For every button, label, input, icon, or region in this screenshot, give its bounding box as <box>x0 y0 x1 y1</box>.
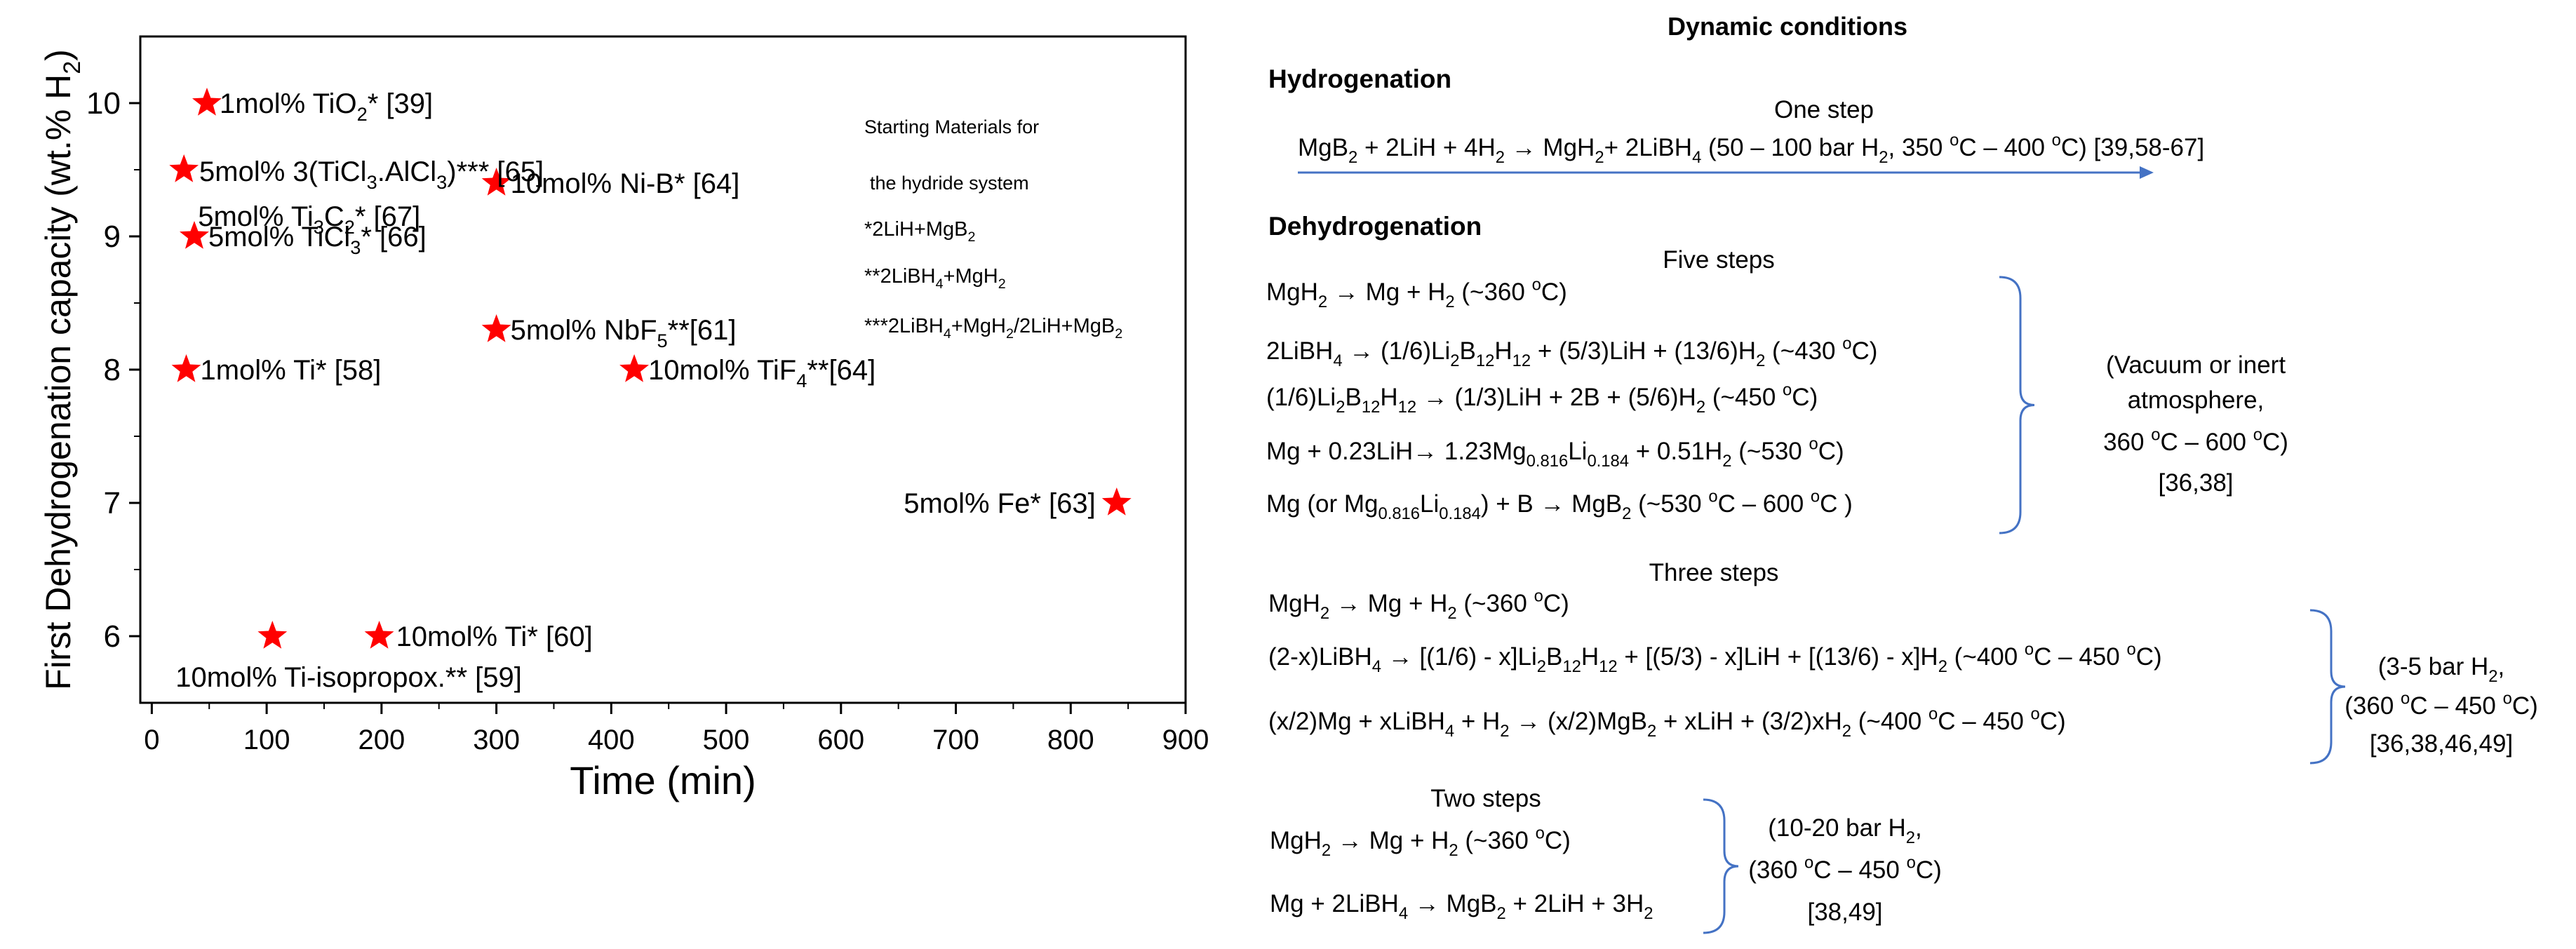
data-point-label: 1mol% TiO2* [39] <box>220 88 433 125</box>
x-tick-label: 100 <box>243 725 290 755</box>
reaction-line: Mg (or Mg0.816Li0.184) + B → MgB2 (~530 … <box>1266 487 1853 523</box>
curly-brace <box>1703 798 1739 934</box>
y-tick-label: 8 <box>104 353 121 387</box>
x-tick-label: 200 <box>358 725 405 755</box>
reaction-line: (x/2)Mg + xLiBH4 + H2 → (x/2)MgB2 + xLiH… <box>1268 704 2066 741</box>
data-point-star <box>257 621 288 649</box>
data-point-label: 10mol% Ni-B* [64] <box>511 168 740 199</box>
condition-line: [36,38] <box>2158 469 2233 497</box>
data-point-label: 5mol% Fe* [63] <box>904 488 1095 519</box>
data-point-star <box>481 168 511 196</box>
x-axis-title: Time (min) <box>570 758 756 802</box>
x-tick-label: 300 <box>473 725 520 755</box>
x-tick-label: 700 <box>932 725 979 755</box>
legend-title-line2: the hydride system <box>870 173 1029 194</box>
data-point-star <box>192 88 222 116</box>
data-point-star <box>364 621 394 649</box>
hydrogenation-heading: Hydrogenation <box>1268 65 1451 93</box>
y-axis-title: First Dehydrogenation capacity (wt.% H2) <box>39 49 86 690</box>
data-point-label: 5mol% TiCl3* [66] <box>208 222 427 258</box>
reaction-line: 2LiBH4 → (1/6)Li2B12H12 + (5/3)LiH + (13… <box>1266 334 1877 370</box>
dehydrogenation-heading: Dehydrogenation <box>1268 212 1482 241</box>
condition-line: 360 oC – 600 oC) <box>2103 425 2288 456</box>
legend-entry: ***2LiBH4+MgH2/2LiH+MgB2 <box>864 315 1122 342</box>
legend-entry: **2LiBH4+MgH2 <box>864 265 1006 292</box>
y-tick-label: 10 <box>86 86 121 121</box>
step-group-label: Three steps <box>1649 559 1779 586</box>
reaction-line: (2-x)LiBH4 → [(1/6) - x]Li2B12H12 + [(5/… <box>1268 640 2162 676</box>
legend-entry: *2LiH+MgB2 <box>864 218 975 245</box>
condition-line: (360 oC – 450 oC) <box>1748 853 1942 884</box>
condition-line: (10-20 bar H2, <box>1768 814 1921 847</box>
x-tick-label: 400 <box>588 725 635 755</box>
data-point-star <box>169 154 199 182</box>
data-point-label: 5mol% Ti3C2* [67] <box>198 201 420 238</box>
data-point-star <box>481 314 511 342</box>
y-tick-label: 7 <box>104 486 121 520</box>
y-tick-label: 9 <box>104 220 121 254</box>
y-tick-label: 6 <box>104 619 121 654</box>
reaction-line: Mg + 0.23LiH→ 1.23Mg0.816Li0.184 + 0.51H… <box>1266 434 1844 471</box>
y-axis-title-group: First Dehydrogenation capacity (wt.% H2) <box>39 49 86 690</box>
x-tick-label: 500 <box>703 725 750 755</box>
data-point-label: 1mol% Ti* [58] <box>200 355 381 386</box>
data-point-star <box>171 354 201 382</box>
data-point-label: 10mol% TiF4**[64] <box>648 355 876 391</box>
condition-line: (3-5 bar H2, <box>2378 653 2505 686</box>
scheme-title: Dynamic conditions <box>1668 12 1907 41</box>
data-point-label: 5mol% NbF5**[61] <box>511 315 737 351</box>
x-tick-label: 900 <box>1162 725 1209 755</box>
data-point-star <box>1101 487 1132 516</box>
reaction-line: MgH2 → Mg + H2 (~360 oC) <box>1270 823 1571 860</box>
step-group-label: Five steps <box>1663 246 1775 274</box>
curly-brace <box>2309 609 2346 765</box>
step-group-label: Two steps <box>1430 785 1541 812</box>
data-point-label: 5mol% 3(TiCl3.AlCl3)*** [65] <box>199 156 544 193</box>
hydrogenation-step-label: One step <box>1774 96 1874 123</box>
condition-line: [38,49] <box>1807 898 1882 926</box>
condition-line: (360 oC – 450 oC) <box>2344 689 2538 720</box>
curly-brace <box>1999 276 2035 534</box>
data-point-star <box>180 221 209 249</box>
reaction-line: MgH2 → Mg + H2 (~360 oC) <box>1268 586 1569 623</box>
arrow-head-icon <box>2140 166 2154 179</box>
data-point-label: 10mol% Ti-isopropox.** [59] <box>175 662 522 693</box>
data-point-label: 10mol% Ti* [60] <box>396 621 593 652</box>
reaction-line: MgH2 → Mg + H2 (~360 oC) <box>1266 275 1567 311</box>
x-tick-label: 800 <box>1047 725 1094 755</box>
data-point-star <box>619 354 649 382</box>
reaction-line: Mg + 2LiBH4 → MgB2 + 2LiH + 3H2 <box>1270 890 1653 923</box>
x-tick-label: 0 <box>144 725 159 755</box>
condition-line: atmosphere, <box>2128 386 2265 414</box>
condition-line: [36,38,46,49] <box>2370 730 2513 758</box>
reaction-line: (1/6)Li2B12H12 → (1/3)LiH + 2B + (5/6)H2… <box>1266 380 1818 417</box>
x-tick-label: 600 <box>817 725 864 755</box>
condition-line: (Vacuum or inert <box>2106 351 2286 379</box>
legend-title-line1: Starting Materials for <box>864 116 1039 137</box>
hydrogenation-reaction: MgB2 + 2LiH + 4H2 → MgH2+ 2LiBH4 (50 – 1… <box>1298 130 2204 167</box>
